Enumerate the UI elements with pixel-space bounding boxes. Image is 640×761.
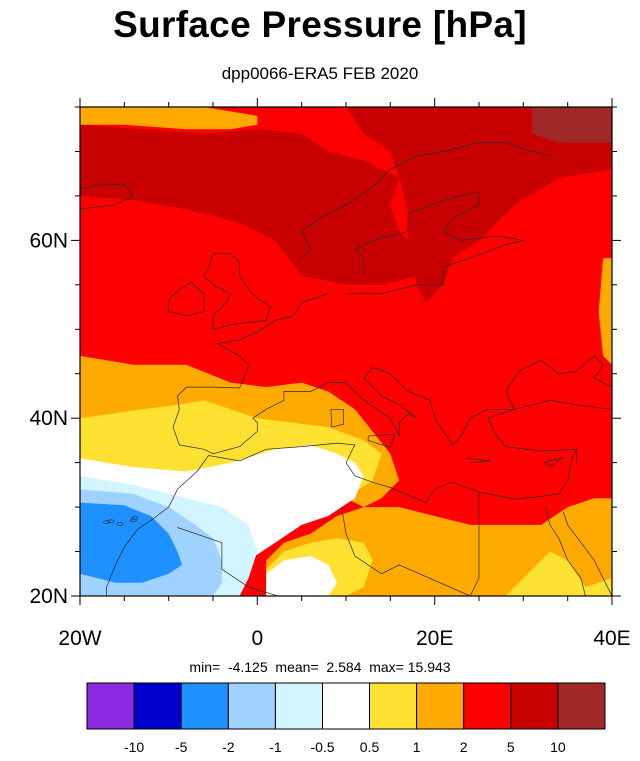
- border-africa-west: [177, 527, 280, 596]
- chart-subtitle: dpp0066-ERA5 FEB 2020: [221, 64, 419, 83]
- x-tick-label: 0: [251, 627, 263, 650]
- colorbar-swatch: [510, 682, 559, 730]
- coast-red-sea-west: [545, 507, 586, 596]
- y-tick-label: 60N: [29, 229, 68, 252]
- y-axis-labels: 20N 40N 60N: [29, 229, 68, 608]
- colorbar-swatch: [322, 682, 371, 730]
- coast-sweden-finland: [354, 191, 524, 276]
- coast-crete: [465, 457, 491, 463]
- canary-island-3: [103, 520, 110, 525]
- coast-ireland: [168, 281, 205, 317]
- axis-ticks: [71, 98, 621, 605]
- coast-cyprus: [543, 456, 564, 467]
- coast-western-europe: [172, 293, 577, 463]
- coast-great-britain: [203, 253, 272, 330]
- colorbar-labels: -10 -5 -2 -1 -0.5 0.5 1 2 5 10: [124, 739, 566, 755]
- colorbar-swatch: [274, 682, 323, 730]
- coast-sardinia: [330, 408, 344, 428]
- canary-island-1: [116, 522, 124, 526]
- mean-label: mean=: [275, 659, 319, 675]
- colorbar-level-label: -5: [175, 739, 188, 755]
- y-tick-label: 40N: [29, 407, 68, 430]
- x-axis-labels: 20W 0 20E 40E: [58, 627, 630, 650]
- mean-value: 2.584: [326, 659, 362, 675]
- colorbar-level-label: -0.5: [310, 739, 334, 755]
- border-africa-east: [341, 492, 480, 596]
- coast-iceland: [80, 184, 134, 210]
- region-band-above-10: [532, 107, 612, 143]
- coastlines: [80, 142, 612, 596]
- colorbar-level-label: -10: [124, 739, 144, 755]
- min-label: min=: [189, 659, 221, 675]
- colorbar-level-label: -2: [222, 739, 235, 755]
- colorbar-swatch: [416, 682, 465, 730]
- region-band-1-to-2-northwest: [80, 107, 258, 130]
- region-band-1-to-2-east-edge: [598, 258, 612, 365]
- coast-black-sea: [505, 355, 612, 410]
- colorbar-swatch: [133, 682, 182, 730]
- coast-scandinavia: [301, 142, 550, 259]
- field-statistics: min= -4.125 mean= 2.584 max= 15.943: [0, 659, 640, 675]
- colorbar-swatch: [227, 682, 276, 730]
- colorbar-swatch: [369, 682, 418, 730]
- colorbar-level-label: 0.5: [360, 739, 380, 755]
- pressure-field: [80, 107, 612, 596]
- x-tick-label: 20E: [416, 627, 453, 650]
- coast-north-africa: [177, 442, 577, 504]
- region-band-near-zero-south: [266, 556, 338, 596]
- region-band-minus-2-to-minus-5: [80, 502, 182, 583]
- colorbar-level-label: -1: [269, 739, 282, 755]
- x-tick-label: 20W: [58, 627, 101, 650]
- chart-title: Surface Pressure [hPa]: [113, 4, 527, 45]
- coast-sicily: [367, 433, 396, 448]
- region-band-2-to-5-north: [80, 107, 426, 285]
- colorbar-level-label: 5: [507, 739, 515, 755]
- colorbar-level-label: 10: [550, 739, 566, 755]
- coast-atlantic-africa: [106, 489, 178, 596]
- y-tick-label: 20N: [29, 585, 68, 608]
- min-value: -4.125: [227, 659, 268, 675]
- canary-island-4: [107, 519, 115, 524]
- max-label: max=: [369, 659, 404, 675]
- colorbar-swatch: [463, 682, 512, 730]
- colorbar-level-label: 2: [460, 739, 468, 755]
- canary-island-5: [129, 518, 137, 523]
- max-value: 15.943: [407, 659, 451, 675]
- x-tick-label: 40E: [593, 627, 630, 650]
- colorbar-swatch: [557, 682, 606, 730]
- coast-baltic: [346, 240, 524, 295]
- coast-red-sea-east: [562, 511, 612, 596]
- region-band-1-to-2-southeast: [505, 551, 612, 596]
- colorbar: [86, 682, 606, 730]
- colorbar-level-label: 1: [413, 739, 421, 755]
- colorbar-swatch: [86, 682, 135, 730]
- colorbar-swatch: [180, 682, 229, 730]
